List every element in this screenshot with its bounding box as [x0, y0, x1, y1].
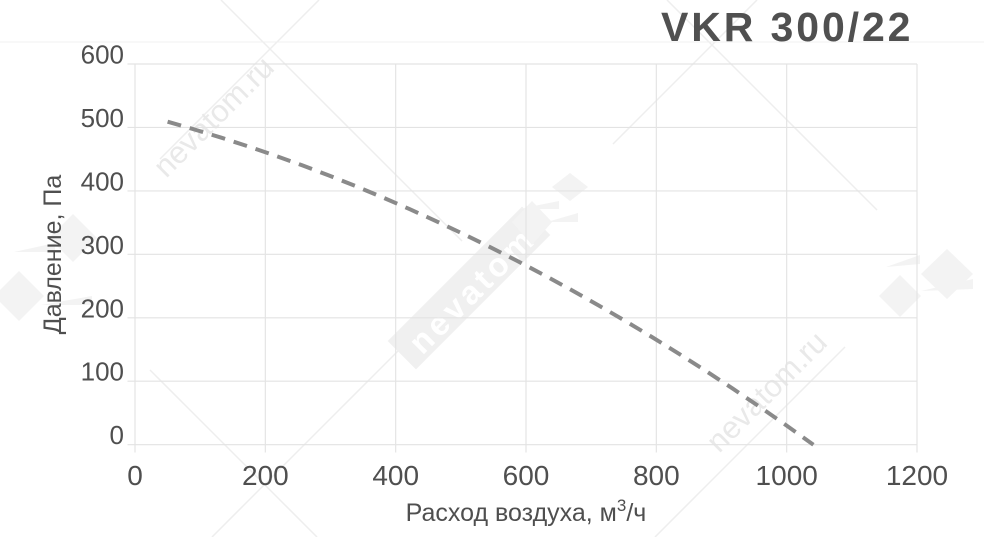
svg-text:800: 800 — [633, 460, 680, 491]
svg-text:500: 500 — [81, 103, 124, 133]
svg-text:400: 400 — [81, 166, 124, 196]
svg-text:1000: 1000 — [756, 460, 818, 491]
svg-text:600: 600 — [503, 460, 550, 491]
svg-text:nevatom.ru: nevatom.ru — [146, 49, 280, 183]
svg-text:100: 100 — [81, 357, 124, 387]
svg-text:200: 200 — [242, 460, 289, 491]
svg-text:200: 200 — [81, 293, 124, 323]
svg-text:600: 600 — [81, 40, 124, 70]
svg-text:nevatom.ru: nevatom.ru — [699, 324, 833, 458]
svg-text:0: 0 — [110, 420, 124, 450]
svg-text:300: 300 — [81, 230, 124, 260]
svg-text:Давление, Па: Давление, Па — [39, 175, 67, 335]
svg-text:Расход воздуха, м3/ч: Расход воздуха, м3/ч — [406, 496, 647, 527]
svg-text:1200: 1200 — [886, 460, 948, 491]
svg-text:VKR 300/22: VKR 300/22 — [661, 4, 913, 50]
svg-text:0: 0 — [127, 460, 143, 491]
svg-text:400: 400 — [372, 460, 419, 491]
